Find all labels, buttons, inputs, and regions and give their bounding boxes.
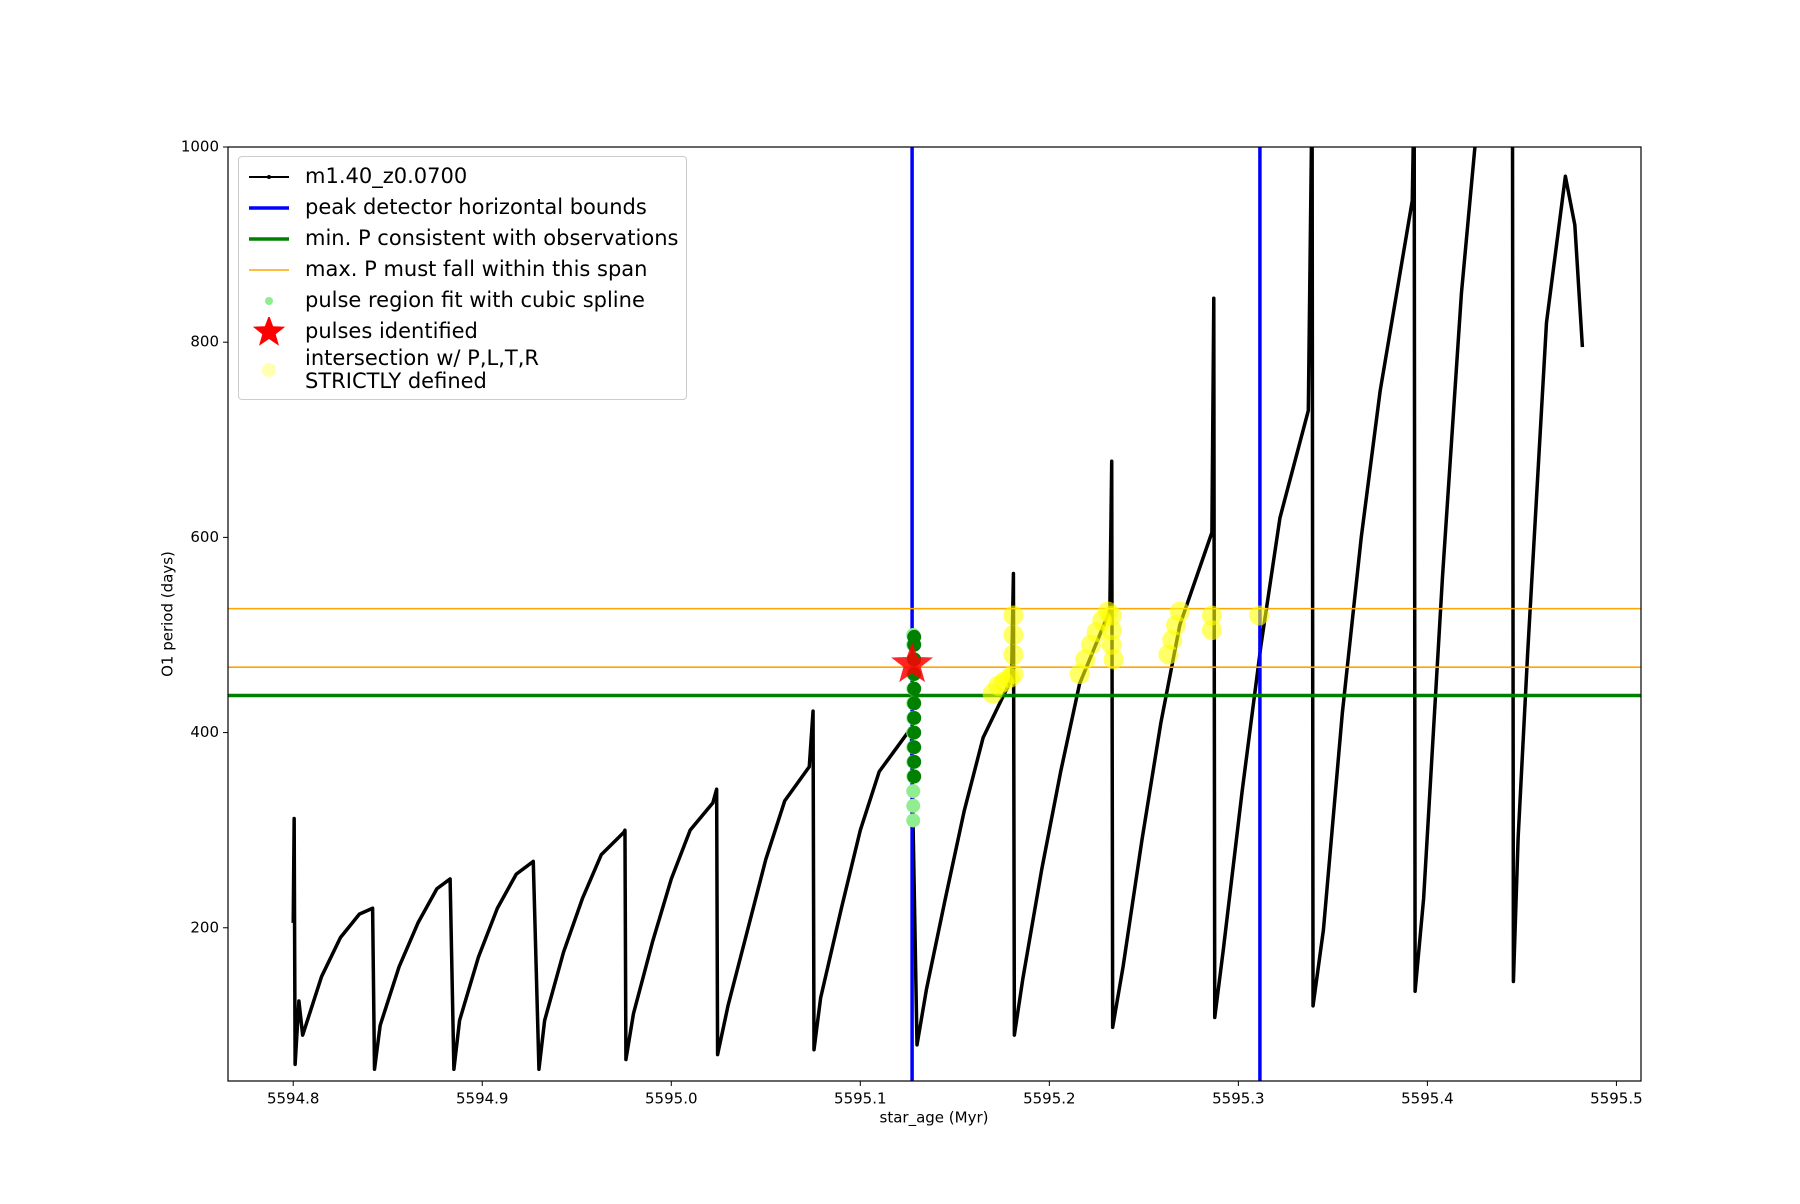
scatter-point [907,754,922,769]
scatter-point [907,629,922,644]
scatter-point [906,813,921,828]
scatter-point [1101,605,1122,626]
scatter-point [907,725,922,740]
y-tick-label: 200 [190,918,219,936]
scatter-point [1169,601,1190,622]
data-line [291,147,1585,1072]
star-marker [891,642,933,683]
x-tick-label: 5595.1 [834,1090,887,1108]
scatter-point [1201,605,1222,626]
legend-marker [249,268,289,271]
x-tick-label: 5595.4 [1401,1090,1454,1108]
scatter-point [906,798,921,813]
y-tick-label: 600 [190,528,219,546]
scatter-point [907,769,922,784]
y-axis-label: O1 period (days) [159,551,177,677]
legend-entry: pulse region fit with cubic spline [245,285,678,316]
legend-label: intersection w/ P,L,T,R STRICTLY defined [305,346,539,393]
legend-glyph [252,316,286,346]
plot-data [228,147,1641,1081]
legend-label: max. P must fall within this span [305,257,648,281]
scatter-point [1101,634,1122,655]
legend-entry: peak detector horizontal bounds [245,192,678,223]
legend-marker [249,174,289,179]
scatter-point [907,681,922,696]
scatter-point [907,710,922,725]
legend-label: pulses identified [305,319,478,343]
legend-entry: min. P consistent with observations [245,223,678,254]
scatter-point [907,696,922,711]
scatter-point [1003,664,1024,685]
scatter-point [1249,605,1270,626]
y-tick-label: 400 [190,723,219,741]
legend-label: min. P consistent with observations [305,226,679,250]
x-tick-label: 5594.8 [267,1090,320,1108]
legend-entry: max. P must fall within this span [245,254,678,285]
legend-label: peak detector horizontal bounds [305,195,647,219]
legend-glyph [265,296,273,305]
scatter-point [1103,649,1124,670]
y-tick-label: 1000 [181,138,219,156]
scatter-point [907,740,922,755]
y-tick-label: 800 [190,333,219,351]
x-tick-label: 5594.9 [456,1090,509,1108]
legend-glyph [262,363,276,377]
legend-marker [249,236,289,241]
x-axis-label: star_age (Myr) [880,1109,989,1128]
plot-frame [227,146,1642,1082]
scatter-point [1003,605,1024,626]
legend-label: pulse region fit with cubic spline [305,288,645,312]
scatter-point [1201,620,1222,641]
scatter-point [1101,620,1122,641]
scatter-point [906,784,921,799]
x-tick-label: 5595.0 [645,1090,698,1108]
legend-entry: intersection w/ P,L,T,R STRICTLY defined [245,347,678,393]
legend-entry: pulses identified [245,316,678,347]
scatter-point [1003,644,1024,665]
x-tick-label: 5595.2 [1023,1090,1076,1108]
legend-label: m1.40_z0.0700 [305,164,468,188]
legend-marker [265,296,273,305]
legend-entry: m1.40_z0.0700 [245,161,678,192]
legend-marker [262,363,276,377]
x-tick-label: 5595.5 [1590,1090,1643,1108]
legend-marker [249,205,289,210]
legend-glyph [267,174,271,179]
legend-marker [252,316,286,346]
scatter-point [1003,624,1024,645]
x-tick-label: 5595.3 [1212,1090,1265,1108]
